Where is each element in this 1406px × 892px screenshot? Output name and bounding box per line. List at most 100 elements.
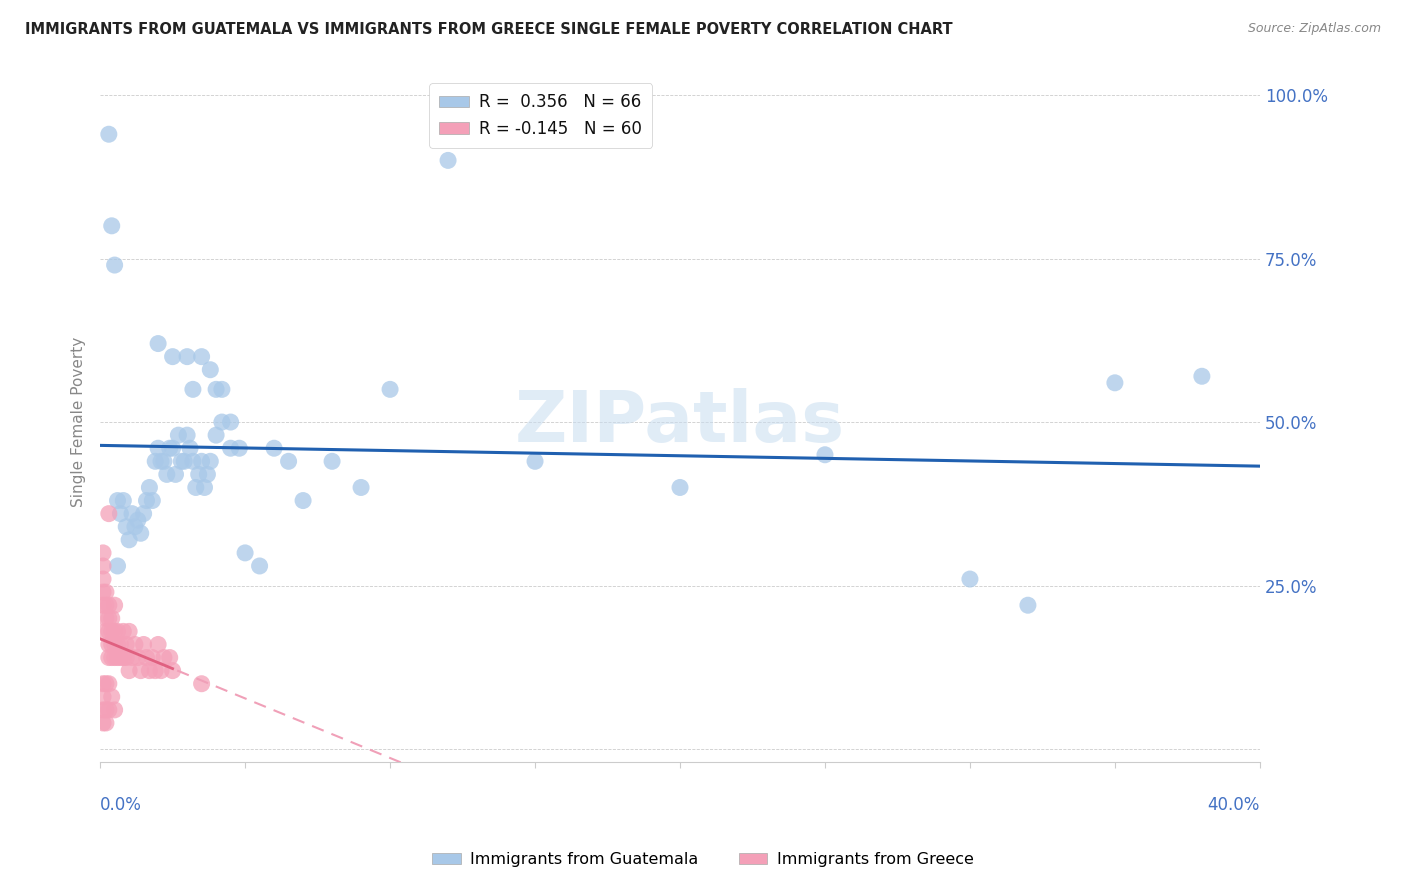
Point xyxy=(121,507,143,521)
Point xyxy=(94,703,117,717)
Point xyxy=(146,336,169,351)
Point xyxy=(138,664,160,678)
Point xyxy=(135,493,157,508)
Point xyxy=(97,677,120,691)
Point xyxy=(190,350,212,364)
Point xyxy=(211,382,233,396)
Point xyxy=(378,382,401,396)
Point xyxy=(107,638,129,652)
Point xyxy=(159,650,181,665)
Point xyxy=(321,454,343,468)
Point xyxy=(94,716,117,731)
Point xyxy=(100,690,122,704)
Point xyxy=(135,650,157,665)
Point xyxy=(129,664,152,678)
Y-axis label: Single Female Poverty: Single Female Poverty xyxy=(72,337,86,508)
Point xyxy=(292,493,315,508)
Point xyxy=(156,467,179,482)
Point xyxy=(197,467,219,482)
Point xyxy=(100,650,122,665)
Point xyxy=(107,624,129,639)
Point xyxy=(104,650,127,665)
Point xyxy=(176,428,198,442)
Point xyxy=(170,454,193,468)
Point xyxy=(97,624,120,639)
Point xyxy=(107,650,129,665)
Point xyxy=(97,638,120,652)
Point xyxy=(176,350,198,364)
Point xyxy=(277,454,299,468)
Point xyxy=(219,415,242,429)
Point xyxy=(187,467,209,482)
Point xyxy=(104,598,127,612)
Point xyxy=(190,677,212,691)
Point xyxy=(97,611,120,625)
Legend: R =  0.356   N = 66, R = -0.145   N = 60: R = 0.356 N = 66, R = -0.145 N = 60 xyxy=(429,84,652,148)
Point xyxy=(94,677,117,691)
Point xyxy=(97,650,120,665)
Point xyxy=(249,558,271,573)
Point xyxy=(129,526,152,541)
Point xyxy=(190,454,212,468)
Point xyxy=(219,441,242,455)
Point xyxy=(94,611,117,625)
Point xyxy=(94,624,117,639)
Point xyxy=(97,598,120,612)
Point xyxy=(107,558,129,573)
Point xyxy=(100,219,122,233)
Point xyxy=(112,624,135,639)
Point xyxy=(165,467,187,482)
Point xyxy=(121,650,143,665)
Text: ZIPatlas: ZIPatlas xyxy=(515,387,845,457)
Point xyxy=(104,703,127,717)
Legend: Immigrants from Guatemala, Immigrants from Greece: Immigrants from Guatemala, Immigrants fr… xyxy=(426,846,980,873)
Point xyxy=(167,428,190,442)
Point xyxy=(159,441,181,455)
Point xyxy=(91,546,114,560)
Text: Source: ZipAtlas.com: Source: ZipAtlas.com xyxy=(1247,22,1381,36)
Point xyxy=(132,638,155,652)
Point xyxy=(104,624,127,639)
Point xyxy=(193,480,215,494)
Point xyxy=(184,480,207,494)
Point xyxy=(110,507,132,521)
Point xyxy=(127,513,149,527)
Point xyxy=(118,533,141,547)
Point xyxy=(107,493,129,508)
Point xyxy=(104,258,127,272)
Point xyxy=(153,650,176,665)
Point xyxy=(115,519,138,533)
Point xyxy=(118,624,141,639)
Point xyxy=(143,664,166,678)
Point xyxy=(228,441,250,455)
Point xyxy=(91,690,114,704)
Point xyxy=(233,546,256,560)
Text: IMMIGRANTS FROM GUATEMALA VS IMMIGRANTS FROM GREECE SINGLE FEMALE POVERTY CORREL: IMMIGRANTS FROM GUATEMALA VS IMMIGRANTS … xyxy=(25,22,953,37)
Point xyxy=(100,624,122,639)
Point xyxy=(211,415,233,429)
Point xyxy=(138,480,160,494)
Point xyxy=(146,638,169,652)
Point xyxy=(110,650,132,665)
Point xyxy=(112,650,135,665)
Point xyxy=(263,441,285,455)
Point xyxy=(91,585,114,599)
Point xyxy=(150,454,173,468)
Point xyxy=(669,480,692,494)
Point xyxy=(200,454,222,468)
Point xyxy=(146,441,169,455)
Point xyxy=(959,572,981,586)
Point xyxy=(205,428,228,442)
Point xyxy=(162,350,184,364)
Point xyxy=(97,703,120,717)
Point xyxy=(104,638,127,652)
Point xyxy=(1017,598,1039,612)
Point xyxy=(100,638,122,652)
Point xyxy=(205,382,228,396)
Point xyxy=(91,677,114,691)
Text: 40.0%: 40.0% xyxy=(1208,797,1260,814)
Point xyxy=(1191,369,1213,384)
Point xyxy=(97,127,120,141)
Point xyxy=(91,598,114,612)
Point xyxy=(94,598,117,612)
